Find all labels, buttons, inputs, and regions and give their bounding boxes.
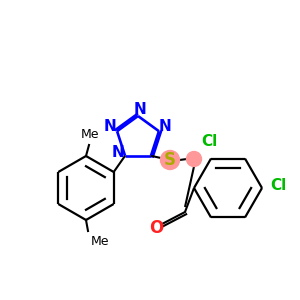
Text: O: O <box>149 219 163 237</box>
Text: N: N <box>112 145 124 160</box>
Text: N: N <box>134 101 146 116</box>
Text: N: N <box>158 119 171 134</box>
Text: S: S <box>164 151 176 169</box>
Circle shape <box>160 151 179 169</box>
Text: Me: Me <box>91 235 110 248</box>
Text: Me: Me <box>81 128 99 141</box>
Circle shape <box>187 152 202 166</box>
Text: Cl: Cl <box>270 178 286 194</box>
Text: Cl: Cl <box>201 134 217 148</box>
Text: N: N <box>104 119 116 134</box>
